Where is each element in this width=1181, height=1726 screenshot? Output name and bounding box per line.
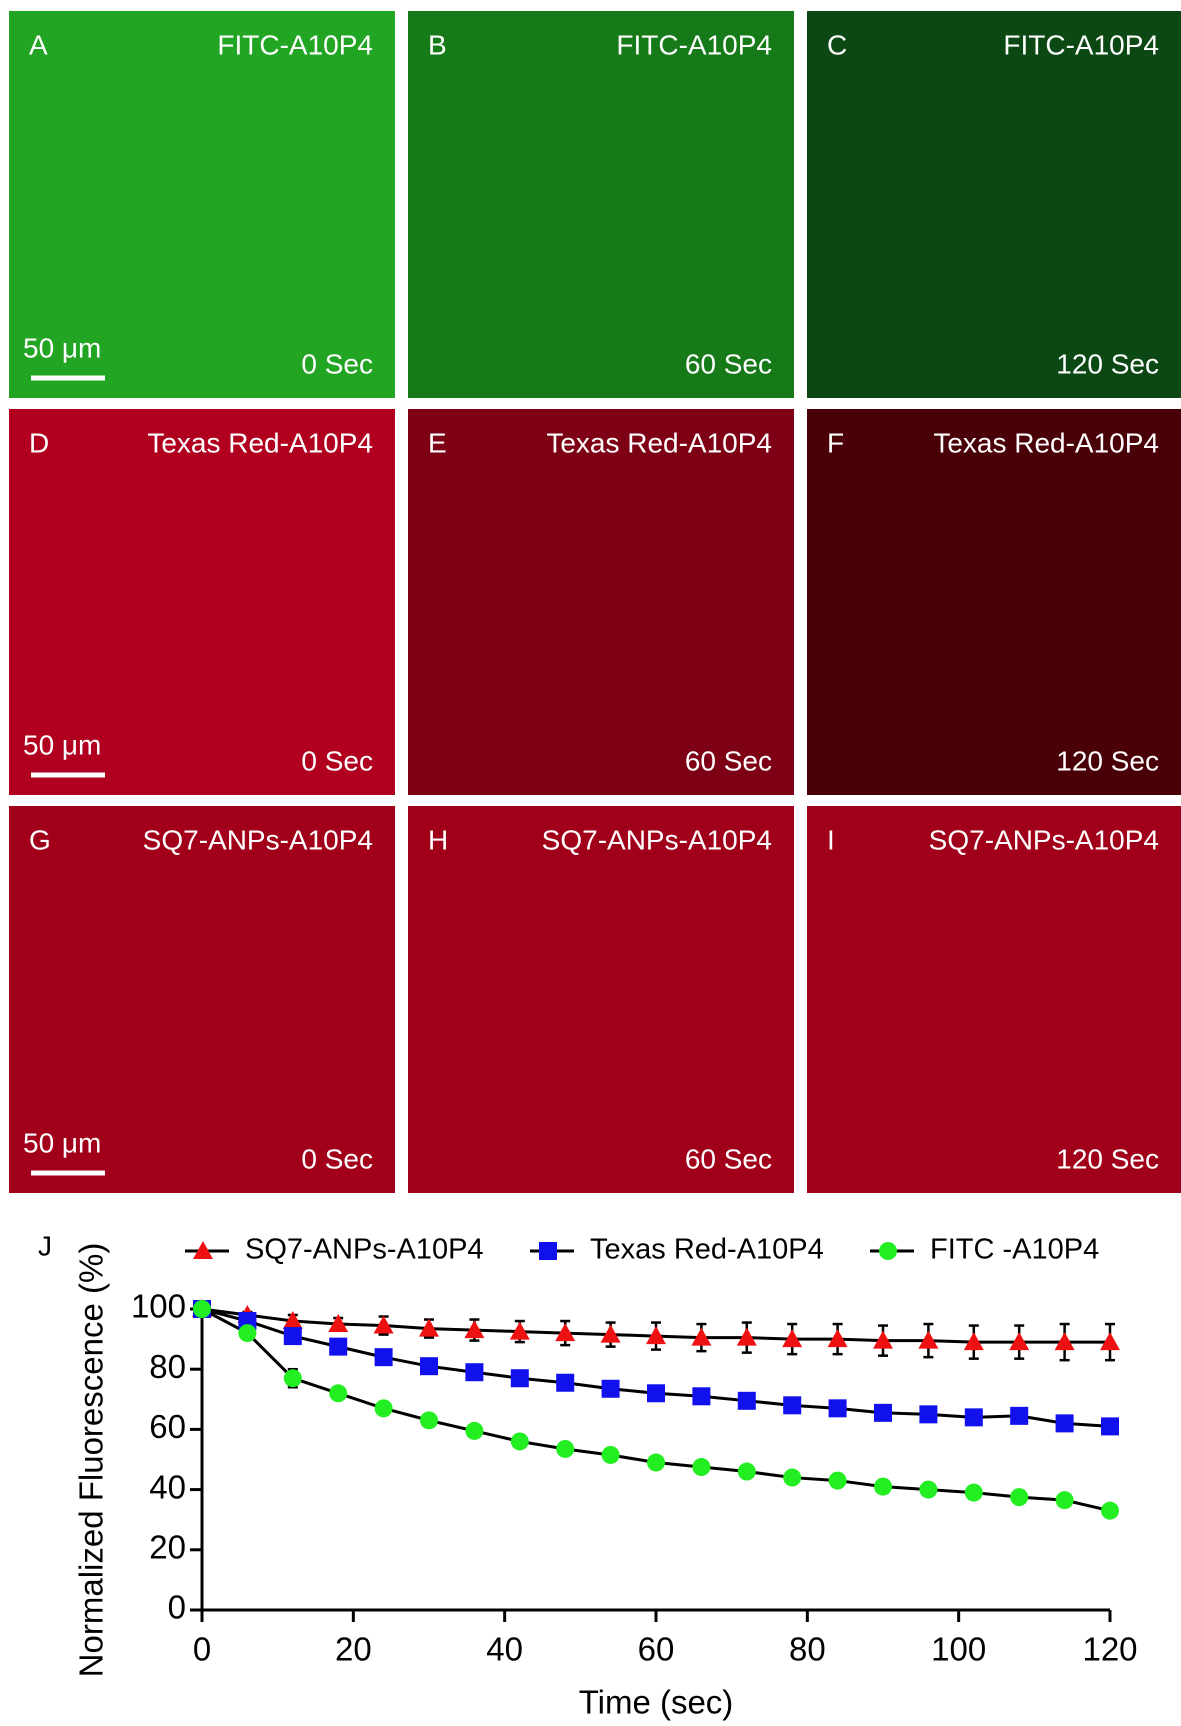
y-tick-label: 80 (149, 1348, 186, 1385)
panel-label: I (827, 824, 835, 855)
data-point (738, 1392, 756, 1410)
data-point (556, 1440, 574, 1458)
data-point (919, 1481, 937, 1499)
data-point (738, 1463, 756, 1481)
page: A FITC-A10P4 0 Sec 50 μm B FITC-A10P4 60 Sec C F… (0, 0, 1181, 1726)
panel-time: 60 Sec (685, 745, 772, 776)
panel-title: SQ7-ANPs-A10P4 (542, 824, 772, 855)
data-point (465, 1363, 483, 1381)
panel-time: 60 Sec (685, 348, 772, 379)
legend-marker (879, 1242, 897, 1260)
legend-label: Texas Red-A10P4 (590, 1234, 824, 1266)
panel-time: 120 Sec (1056, 348, 1159, 379)
panel-title: Texas Red-A10P4 (147, 427, 373, 458)
data-point (919, 1405, 937, 1423)
y-tick-label: 20 (149, 1529, 186, 1566)
x-tick-label: 120 (1082, 1631, 1137, 1668)
panel-label: D (29, 427, 49, 458)
data-point (420, 1357, 438, 1375)
panel-time: 0 Sec (301, 1143, 373, 1174)
data-point (465, 1422, 483, 1440)
panel-title: Texas Red-A10P4 (546, 427, 772, 458)
scale-bar-label: 50 μm (23, 332, 101, 363)
x-tick-label: 100 (931, 1631, 986, 1668)
micrograph (408, 806, 794, 1193)
y-tick-label: 60 (149, 1408, 186, 1445)
panel-label: G (29, 824, 51, 855)
data-point (193, 1300, 211, 1318)
scale-bar-label: 50 μm (23, 729, 101, 760)
data-point (1010, 1488, 1028, 1506)
data-point (284, 1327, 302, 1345)
data-point (375, 1399, 393, 1417)
data-point (602, 1380, 620, 1398)
panel-title: FITC-A10P4 (1003, 29, 1159, 60)
data-point (556, 1374, 574, 1392)
data-point (692, 1458, 710, 1476)
y-tick-label: 100 (131, 1288, 186, 1325)
panel-time: 60 Sec (685, 1143, 772, 1174)
data-point (602, 1446, 620, 1464)
data-point (965, 1408, 983, 1426)
data-point (647, 1454, 665, 1472)
data-point (329, 1384, 347, 1402)
panel-time: 0 Sec (301, 745, 373, 776)
x-tick-label: 0 (193, 1631, 211, 1668)
y-tick-label: 0 (168, 1589, 186, 1626)
panel-time: 0 Sec (301, 348, 373, 379)
x-tick-label: 40 (486, 1631, 523, 1668)
data-point (783, 1396, 801, 1414)
x-tick-label: 20 (335, 1631, 372, 1668)
figure: A FITC-A10P4 0 Sec 50 μm B FITC-A10P4 60 Sec C F… (0, 0, 1181, 1726)
panel-title: FITC-A10P4 (616, 29, 772, 60)
panel-title: SQ7-ANPs-A10P4 (143, 824, 373, 855)
panel-time: 120 Sec (1056, 1143, 1159, 1174)
y-tick-label: 40 (149, 1468, 186, 1505)
data-point (829, 1472, 847, 1490)
micrograph (408, 409, 794, 795)
micrograph (807, 806, 1181, 1193)
chart-panel-label: J (38, 1230, 52, 1261)
data-point (829, 1399, 847, 1417)
data-point (511, 1369, 529, 1387)
micrograph (408, 11, 794, 398)
data-point (1010, 1407, 1028, 1425)
data-point (511, 1432, 529, 1450)
panel-title: Texas Red-A10P4 (933, 427, 1159, 458)
panel-label: H (428, 824, 448, 855)
panel-label: A (29, 29, 48, 60)
data-point (1056, 1414, 1074, 1432)
panel-label: C (827, 29, 847, 60)
data-point (874, 1478, 892, 1496)
legend-marker (539, 1242, 557, 1260)
legend-label: FITC -A10P4 (930, 1234, 1099, 1266)
x-tick-label: 60 (638, 1631, 675, 1668)
data-point (329, 1338, 347, 1356)
scale-bar-label: 50 μm (23, 1127, 101, 1158)
data-point (692, 1387, 710, 1405)
micrograph (807, 409, 1181, 795)
panel-label: B (428, 29, 447, 60)
y-axis-label: Normalized Fluorescence (%) (73, 1243, 110, 1678)
panel-label: E (428, 427, 447, 458)
data-point (1101, 1502, 1119, 1520)
data-point (420, 1411, 438, 1429)
data-point (1056, 1491, 1074, 1509)
panel-label: F (827, 427, 844, 458)
data-point (238, 1324, 256, 1342)
data-point (284, 1369, 302, 1387)
micrograph (807, 11, 1181, 398)
data-point (1101, 1417, 1119, 1435)
data-point (783, 1469, 801, 1487)
panel-time: 120 Sec (1056, 745, 1159, 776)
panel-title: FITC-A10P4 (217, 29, 373, 60)
x-axis-label: Time (sec) (579, 1684, 734, 1721)
data-point (647, 1384, 665, 1402)
x-tick-label: 80 (789, 1631, 826, 1668)
panel-title: SQ7-ANPs-A10P4 (929, 824, 1159, 855)
data-point (965, 1484, 983, 1502)
data-point (375, 1348, 393, 1366)
legend-label: SQ7-ANPs-A10P4 (245, 1234, 484, 1266)
data-point (874, 1404, 892, 1422)
